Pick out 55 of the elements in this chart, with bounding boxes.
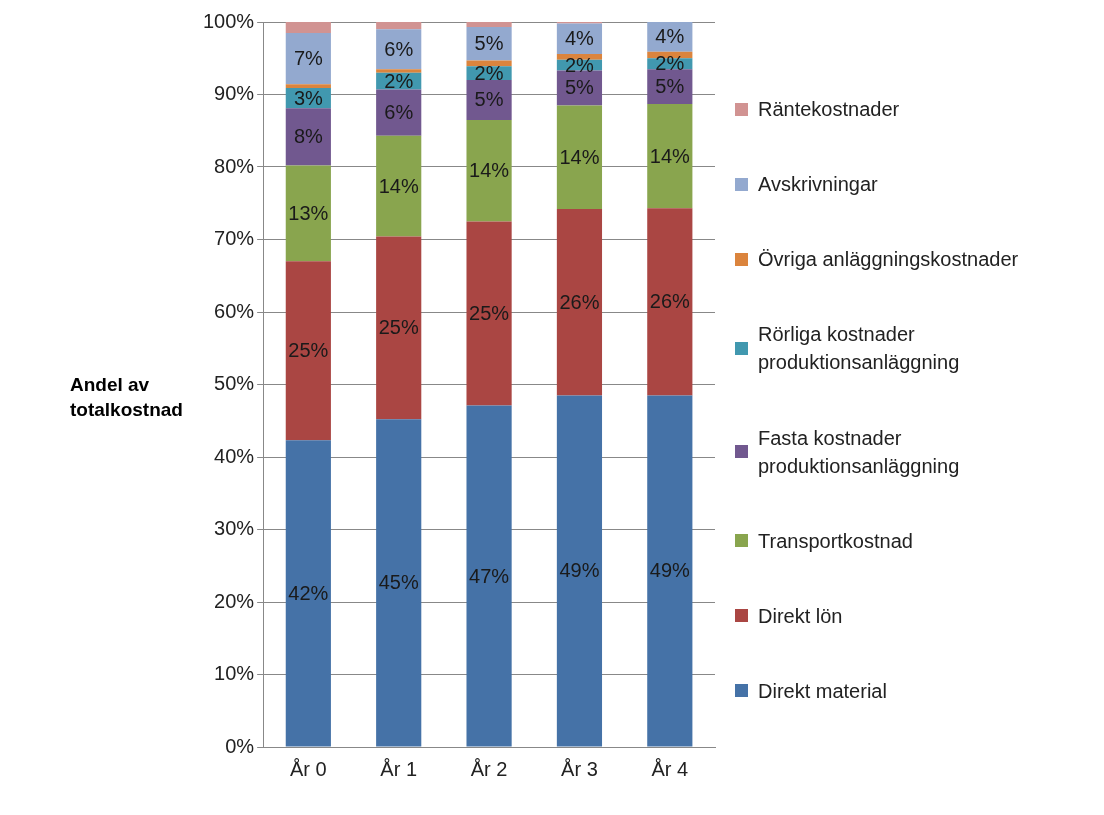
legend-label: Direkt material xyxy=(758,679,887,704)
data-label: 26% xyxy=(649,290,691,313)
x-tick-label: År 1 xyxy=(380,757,418,780)
y-axis-title: Andel av totalkostnad xyxy=(70,373,184,422)
data-label: 6% xyxy=(384,37,414,60)
legend-label: Rörliga kostnader produktionsanläggning xyxy=(758,322,961,376)
data-label: 2% xyxy=(474,61,504,84)
x-tick-label: År 3 xyxy=(561,757,598,780)
data-label: 14% xyxy=(378,174,419,197)
legend-label: Avskrivningar xyxy=(758,172,878,198)
y-tick-label: 20% xyxy=(214,589,255,612)
data-label: 13% xyxy=(288,201,329,224)
y-tick-label: 30% xyxy=(214,517,255,540)
data-label: 14% xyxy=(469,159,510,182)
data-label: 5% xyxy=(655,75,685,98)
data-label: 25% xyxy=(378,316,419,339)
data-label: 14% xyxy=(649,144,691,167)
data-label: 3% xyxy=(293,86,324,109)
data-label: 26% xyxy=(559,290,600,313)
legend-label: Fasta kostnader produktionsanläggning xyxy=(758,425,961,479)
x-tick-label: År 4 xyxy=(651,757,689,780)
legend-label: Övriga anläggningskostnader xyxy=(758,247,1019,273)
y-tick-label: 10% xyxy=(214,662,255,685)
data-label: 25% xyxy=(469,301,510,324)
x-tick-label: År 2 xyxy=(470,757,508,780)
legend-label: Räntekostnader xyxy=(758,97,900,122)
y-tick-label: 90% xyxy=(214,82,255,105)
data-label: 6% xyxy=(384,101,414,124)
data-label: 7% xyxy=(293,47,324,70)
data-label: 2% xyxy=(384,69,414,92)
data-label: 4% xyxy=(564,27,595,50)
data-label: 5% xyxy=(474,88,504,111)
legend-label: Direkt lön xyxy=(758,603,843,629)
y-tick-label: 100% xyxy=(203,9,255,32)
data-label: 42% xyxy=(288,581,329,604)
data-label: 45% xyxy=(378,571,419,594)
y-tick-label: 70% xyxy=(214,227,255,250)
data-label: 25% xyxy=(288,339,329,362)
y-tick-label: 50% xyxy=(214,372,255,395)
y-tick-label: 60% xyxy=(214,299,255,322)
data-label: 47% xyxy=(469,564,510,587)
data-label: 5% xyxy=(474,32,504,55)
y-tick-label: 80% xyxy=(214,154,255,177)
data-label: 8% xyxy=(293,125,324,148)
data-label: 14% xyxy=(559,145,600,168)
data-label: 49% xyxy=(649,559,691,582)
data-label: 2% xyxy=(564,53,595,76)
x-tick-label: År 0 xyxy=(289,757,327,780)
data-label: 5% xyxy=(564,76,595,99)
data-label: 49% xyxy=(559,559,600,582)
y-tick-label: 40% xyxy=(214,444,255,467)
y-tick-label: 0% xyxy=(225,734,255,757)
data-label: 2% xyxy=(655,52,685,75)
legend-label: Transportkostnad xyxy=(758,528,913,554)
data-label: 4% xyxy=(655,25,685,48)
